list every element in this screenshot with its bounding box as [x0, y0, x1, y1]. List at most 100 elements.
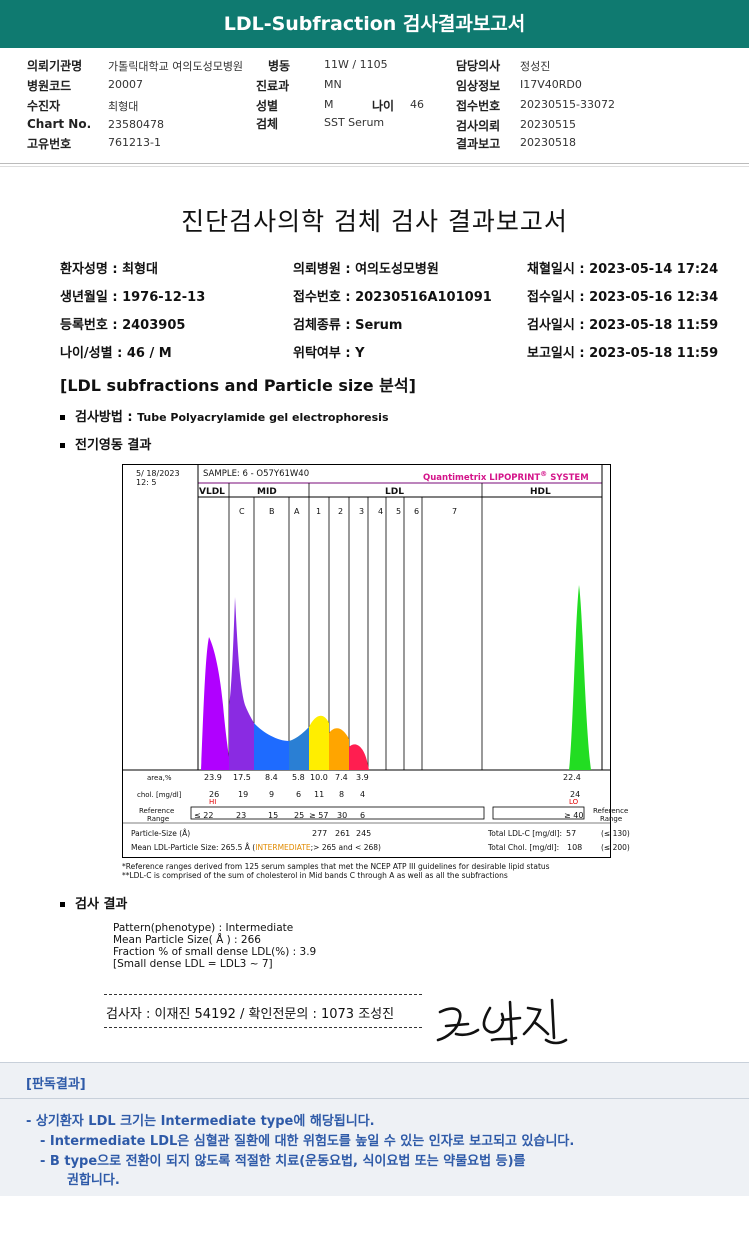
brand-suffix: SYSTEM	[547, 472, 589, 483]
total-chol-ref: (≤ 200)	[601, 843, 630, 852]
info-label: 병동	[268, 59, 291, 73]
info-label: 임상정보	[456, 79, 501, 93]
info-label: 검사의뢰	[456, 119, 501, 133]
mean-size-label: Mean LDL-Particle Size: 265.5 Å (	[131, 843, 256, 852]
chol-value: 8	[339, 790, 345, 799]
result-line: Fraction % of small dense LDL(%) : 3.9	[113, 946, 317, 958]
chol-value: 9	[269, 790, 275, 799]
area-value: 23.9	[204, 773, 222, 782]
peak-ldl2	[329, 728, 349, 770]
particle-value: 245	[356, 829, 372, 838]
info-value: 최형대	[108, 100, 139, 113]
chol-value: 11	[314, 790, 325, 799]
info-label: 진료과	[256, 79, 290, 93]
area-value: 8.4	[265, 773, 278, 782]
info-value: 정성진	[520, 60, 551, 73]
area-value-hdl: 22.4	[563, 773, 581, 782]
peak-hdl	[569, 585, 591, 770]
ref-value: ≤ 22	[194, 811, 214, 820]
patient-field: 보고일시 : 2023-05-18 11:59	[527, 346, 719, 361]
mean-size-tag: INTERMEDIATE	[255, 843, 311, 852]
interpretation-line: - 상기환자 LDL 크기는 Intermediate type에 해당됩니다.	[26, 1114, 375, 1129]
lipoprint-chart: 5/ 18/2023 12: 5 SAMPLE: 6 - O57Y61W40 Q…	[122, 464, 630, 858]
bullet-icon	[60, 415, 65, 420]
info-label: 나이	[372, 99, 395, 113]
region-ldl: LDL	[385, 487, 404, 497]
peak-mid-a	[289, 727, 309, 770]
area-value: 5.8	[292, 773, 305, 782]
ref-label-right: Reference	[593, 807, 629, 815]
note-line: *Reference ranges derived from 125 serum…	[122, 862, 550, 871]
ref-value: 23	[236, 811, 247, 820]
info-value: 46	[410, 98, 424, 111]
ref-value: ≥ 57	[309, 811, 329, 820]
peak-vldl	[201, 637, 231, 770]
electro-label: 전기영동 결과	[75, 438, 152, 453]
interpretation-line: - B type으로 전환이 되지 않도록 적절한 치료(운동요법, 식이요법 …	[40, 1154, 526, 1169]
result-line: [Small dense LDL = LDL3 ~ 7]	[113, 958, 273, 970]
ref-value-hdl: ≥ 40	[564, 811, 584, 820]
chol-value: 26	[209, 790, 220, 799]
info-label: 접수번호	[456, 99, 501, 113]
mean-size-line: Mean LDL-Particle Size: 265.5 Å (INTERME…	[131, 843, 381, 852]
band-label: 5	[396, 507, 402, 516]
sign-divider	[104, 1027, 422, 1028]
interpretation-line: 권합니다.	[67, 1173, 120, 1188]
electro-line: 전기영동 결과	[60, 434, 151, 453]
electrophoresis-plot	[123, 465, 610, 824]
ref-box	[190, 806, 485, 820]
result-summary: Pattern(phenotype) : Intermediate Mean P…	[113, 922, 316, 970]
patient-field: 나이/성별 : 46 / M	[60, 346, 172, 361]
band-label: 2	[338, 507, 344, 516]
patient-field: 검체종류 : Serum	[293, 318, 403, 333]
bullet-icon	[60, 443, 65, 448]
area-value: 3.9	[356, 773, 369, 782]
peak-mid-c	[229, 597, 254, 770]
total-ldl-ref: (≤ 130)	[601, 829, 630, 838]
report-title: 진단검사의학 검체 검사 결과보고서	[181, 207, 568, 236]
signer-line: 검사자 : 이재진 54192 / 확인전문의 : 1073 조성진	[106, 1007, 395, 1022]
band-label: C	[239, 507, 245, 516]
info-label: 병원코드	[27, 79, 72, 93]
patient-field: 위탁여부 : Y	[293, 346, 365, 361]
band-label: 4	[378, 507, 384, 516]
brand-name: Quantimetrix LIPOPRINT	[423, 472, 541, 483]
patient-field: 의뢰병원 : 여의도성모병원	[293, 262, 439, 277]
info-label: 고유번호	[27, 137, 72, 151]
ref-value: 30	[337, 811, 348, 820]
area-value: 7.4	[335, 773, 348, 782]
chart-time: 12: 5	[136, 478, 157, 487]
chol-value: 6	[296, 790, 302, 799]
info-label: 수진자	[27, 99, 61, 113]
info-value: 20007	[108, 78, 143, 91]
patient-field: 환자성명 : 최형대	[60, 262, 158, 277]
mean-size-rest: ;> 265 and < 268)	[310, 843, 381, 852]
info-label: 검체	[256, 117, 279, 131]
region-hdl: HDL	[530, 487, 551, 497]
region-mid: MID	[257, 487, 277, 497]
band-label: 3	[359, 507, 365, 516]
info-value: SST Serum	[324, 116, 385, 129]
patient-field: 채혈일시 : 2023-05-14 17:24	[527, 262, 719, 277]
band-label: 7	[452, 507, 458, 516]
band-label: 1	[316, 507, 322, 516]
order-info: 의뢰기관명 가톨릭대학교 여의도성모병원 병원코드 20007 수진자 최형대 …	[0, 52, 749, 164]
chol-label: chol. [mg/dl]	[137, 791, 182, 799]
patient-field: 등록번호 : 2403905	[60, 318, 186, 333]
total-chol-value: 108	[567, 843, 583, 852]
result-line: Mean Particle Size( Å ) : 266	[113, 934, 261, 946]
info-value: 761213-1	[108, 136, 161, 149]
report-header: LDL-Subfraction 검사결과보고서	[0, 0, 749, 48]
particle-label: Particle-Size (Å)	[131, 829, 191, 838]
info-label: 담당의사	[456, 59, 501, 73]
method-line: 검사방법 : Tube Polyacrylamide gel electroph…	[60, 406, 389, 425]
band-label: 6	[414, 507, 420, 516]
area-value: 10.0	[310, 773, 328, 782]
bullet-icon	[60, 902, 65, 907]
particle-value: 261	[335, 829, 351, 838]
hi-flag: HI	[209, 798, 217, 806]
ref-label: Reference	[139, 807, 175, 815]
sign-divider	[104, 994, 422, 995]
section-heading: [LDL subfractions and Particle size 분석]	[60, 376, 416, 395]
chart-notes: *Reference ranges derived from 125 serum…	[122, 862, 550, 880]
